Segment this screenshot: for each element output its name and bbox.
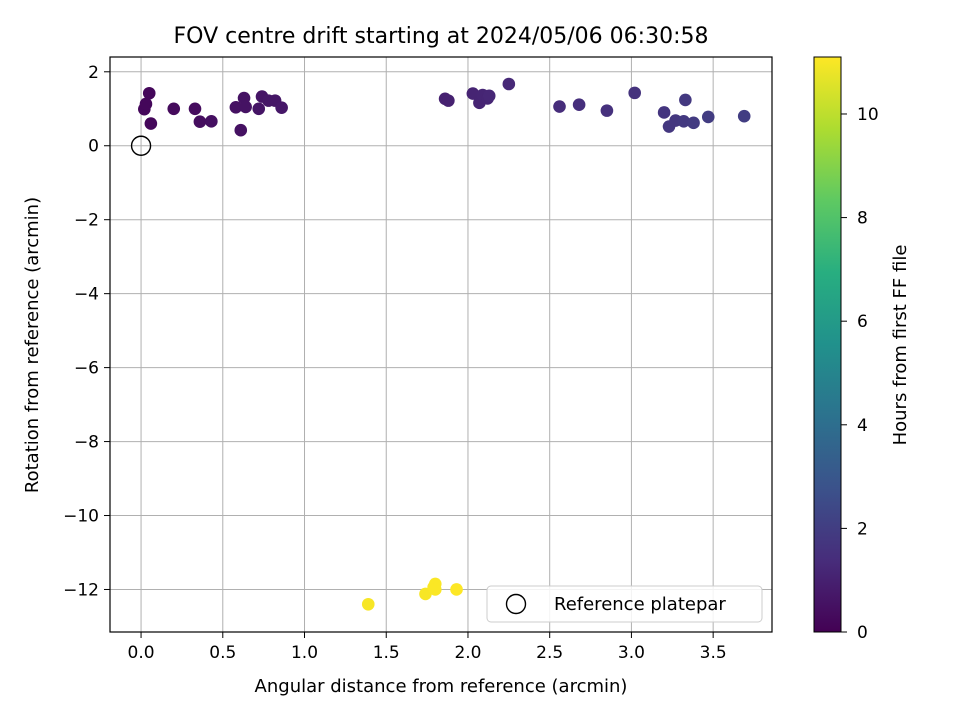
data-point — [142, 86, 156, 100]
y-axis-ticks: 2 0 −2 −4 −6 −8 −10 −12 — [63, 63, 110, 600]
x-tick-label: 1.5 — [373, 643, 400, 663]
x-axis-label: Angular distance from reference (arcmin) — [255, 676, 628, 697]
x-tick-label: 2.5 — [536, 643, 563, 663]
plot-frame — [109, 56, 773, 633]
data-point — [167, 102, 181, 116]
data-point — [188, 102, 202, 116]
y-tick-label: −6 — [74, 359, 99, 379]
data-point — [737, 109, 751, 123]
data-point — [193, 115, 207, 129]
data-point — [687, 116, 700, 130]
colorbar-tick-label: 0 — [857, 623, 868, 643]
data-point — [466, 87, 480, 100]
x-tick-label: 0.5 — [209, 643, 236, 663]
reference-marker-group — [130, 135, 152, 156]
data-point — [450, 583, 463, 596]
grid-lines — [110, 57, 772, 632]
data-point — [361, 597, 375, 611]
x-tick-label: 2.0 — [454, 643, 481, 663]
y-tick-label: −12 — [63, 580, 99, 600]
data-point — [442, 94, 455, 107]
y-tick-label: −8 — [74, 433, 99, 453]
data-point — [139, 97, 153, 111]
colorbar-tick-label: 10 — [857, 105, 879, 125]
data-point — [252, 102, 266, 116]
data-point — [502, 77, 516, 91]
colorbar-tick-label: 8 — [857, 209, 868, 229]
legend: Reference platepar — [486, 585, 763, 623]
data-point — [275, 101, 288, 114]
data-point — [600, 104, 614, 117]
data-point — [234, 123, 248, 137]
x-tick-label: 3.0 — [618, 643, 645, 663]
reference-platepar-marker — [130, 135, 152, 156]
data-point — [239, 100, 252, 114]
data-point — [428, 583, 442, 596]
legend-marker-icon — [505, 593, 527, 615]
y-tick-label: −10 — [63, 507, 99, 527]
data-point — [657, 106, 671, 119]
colorbar-tick-label: 2 — [857, 519, 868, 539]
legend-box — [486, 585, 763, 623]
y-tick-label: 2 — [88, 63, 99, 83]
scatter-points — [138, 77, 751, 611]
y-tick-label: 0 — [88, 137, 99, 157]
data-point — [144, 117, 158, 130]
colorbar-label: Hours from first FF file — [890, 245, 911, 446]
x-tick-label: 3.5 — [700, 643, 727, 663]
y-tick-label: −4 — [74, 285, 99, 305]
data-point — [553, 100, 566, 113]
data-point — [572, 98, 586, 112]
data-point — [677, 115, 691, 128]
data-point — [701, 110, 715, 124]
chart-title: FOV centre drift starting at 2024/05/06 … — [174, 24, 709, 49]
data-point — [205, 115, 218, 128]
y-axis-label: Rotation from reference (arcmin) — [22, 197, 43, 493]
data-point — [679, 93, 692, 107]
colorbar-tick-label: 4 — [857, 416, 868, 436]
x-tick-label: 0.0 — [128, 643, 155, 663]
x-tick-label: 1.0 — [291, 643, 318, 663]
colorbar-tick-label: 6 — [857, 312, 868, 332]
data-point — [628, 86, 641, 100]
colorbar-ticks: 0 2 4 6 8 10 — [841, 105, 879, 643]
colorbar: 0 2 4 6 8 10 Hours from first FF file — [813, 56, 911, 643]
x-axis-ticks: 0.0 0.5 1.0 1.5 2.0 2.5 3.0 3.5 — [128, 632, 727, 663]
colorbar-gradient — [813, 56, 842, 633]
data-point — [482, 89, 496, 103]
legend-entry-label: Reference platepar — [554, 594, 726, 615]
y-tick-label: −2 — [74, 211, 99, 231]
data-point — [229, 100, 243, 114]
